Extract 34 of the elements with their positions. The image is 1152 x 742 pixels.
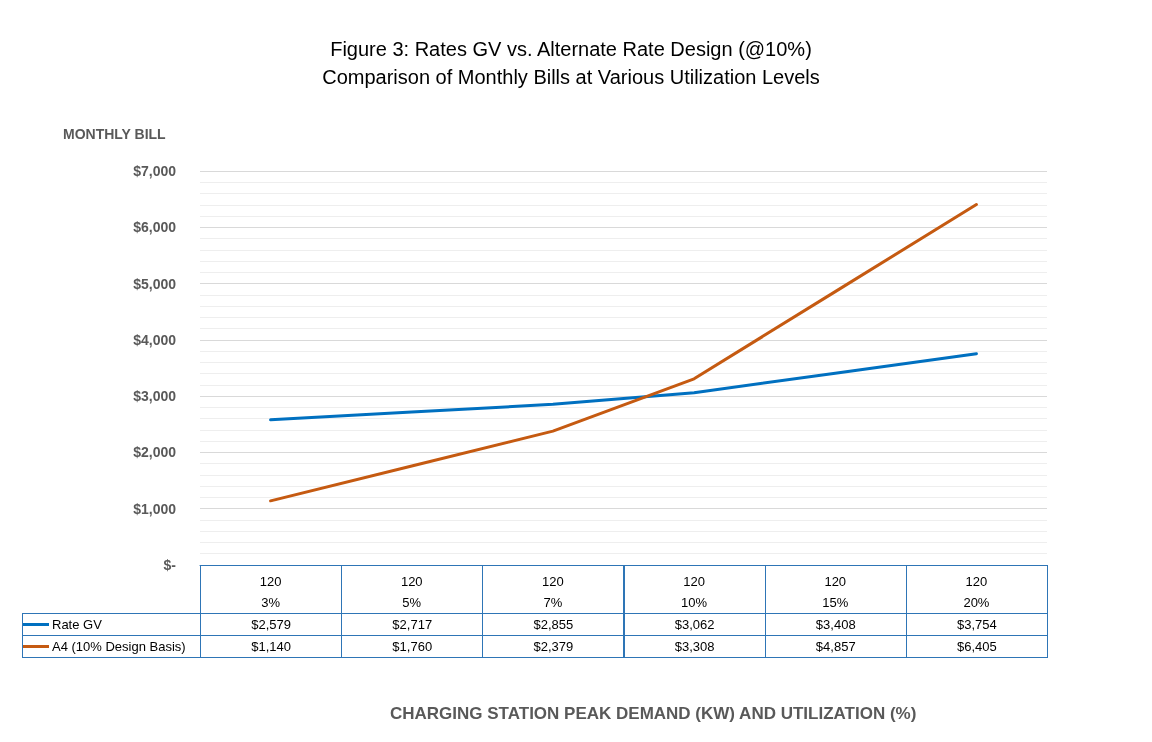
data-label: $2,379 — [533, 639, 574, 654]
data-label: $2,579 — [251, 617, 291, 632]
chart-title: Figure 3: Rates GV vs. Alternate Rate Design (@10%) — [330, 38, 812, 60]
y-tick-label: $6,000 — [133, 219, 177, 236]
data-label: $4,857 — [815, 639, 856, 654]
x-tick-label: 120 10% — [681, 574, 708, 610]
y-tick-label: $4,000 — [133, 331, 177, 348]
y-tick-label: $7,000 — [133, 163, 177, 179]
y-tick-label: $3,000 — [133, 388, 177, 405]
line-series — [269, 202, 978, 503]
y-tick-label: $2,000 — [133, 444, 177, 461]
x-tick-label: 120 15% — [822, 574, 849, 610]
y-tick-label: $1,000 — [133, 500, 177, 517]
x-tick-label: 120 7% — [542, 574, 564, 610]
text: CHARGING STATION PEAK DEMAND (KW) AND UTILIZATION (%) — [390, 704, 917, 723]
line-series — [269, 352, 978, 422]
x-tick-label: 120 3% — [259, 574, 282, 610]
y-tick-label: $- — [163, 557, 177, 573]
data-label: $3,308 — [674, 639, 715, 654]
chart-subtitle: Comparison of Monthly Bills at Various Utilization Levels — [322, 66, 820, 88]
x-tick-label: 120 5% — [400, 574, 423, 610]
y-tick-label: $5,000 — [133, 275, 177, 292]
data-label: $1,760 — [392, 639, 433, 654]
data-label: $3,062 — [674, 617, 715, 632]
data-label: $6,405 — [957, 639, 997, 654]
x-tick-label: 120 20% — [963, 574, 990, 610]
data-label: $2,855 — [533, 617, 574, 632]
legend-label: A4 (10% Design Basis) — [52, 639, 186, 654]
data-label: $3,408 — [815, 617, 856, 632]
legend-label: Rate GV — [52, 617, 102, 632]
data-label: $2,717 — [392, 617, 433, 632]
data-label: $3,754 — [957, 617, 997, 632]
data-label: $1,140 — [251, 639, 291, 654]
y-axis-title: MONTHLY BILL — [63, 126, 167, 142]
